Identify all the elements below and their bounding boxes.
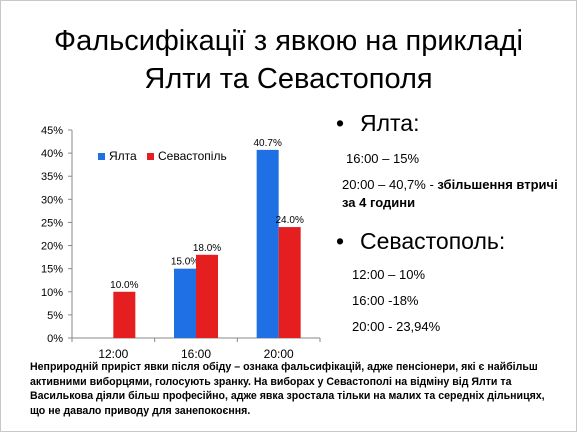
y-tick-label: 0% (47, 333, 63, 345)
y-tick-label: 40% (41, 148, 63, 160)
y-tick-label: 20% (41, 241, 63, 253)
y-tick-label: 45% (41, 125, 63, 137)
bar-sevastopol (113, 291, 136, 338)
y-tick-label: 15% (41, 264, 63, 276)
data-label: 24.0% (275, 215, 303, 226)
yalta-line-1: 16:00 – 15% (346, 151, 420, 166)
sevastopol-line-2: 16:00 -18% (352, 293, 419, 308)
yalta-line-2-bold: збільшення втричі за 4 години (342, 177, 558, 210)
yalta-line-2: 20:00 – 40,7% - збільшення втричі за 4 г… (332, 176, 572, 212)
turnout-bar-chart: 0% 5% 10% 15% 20% 25% 30% 35% 40% 45% 12:00 10.0% 16… (41, 125, 321, 361)
title-line-1: Фальсифікації з явкою на прикладі (54, 25, 523, 57)
data-label: 15.0% (171, 257, 199, 268)
bar-yalta (174, 268, 196, 338)
x-tick-label: 12:00 (98, 347, 128, 361)
legend-swatch (147, 153, 154, 160)
data-label: 40.7% (253, 138, 281, 149)
y-tick-label: 5% (47, 310, 63, 322)
legend-swatch (98, 153, 105, 160)
slide-title: Фальсифікації з явкою на прикладі Ялти т… (0, 22, 577, 98)
data-label: 18.0% (193, 243, 221, 254)
bar-sevastopol (196, 254, 218, 338)
x-tick-label: 20:00 (264, 347, 294, 361)
bullet-sevastopol-heading: Севастополь: (332, 228, 572, 254)
legend-label: Ялта (109, 149, 137, 163)
legend-label: Севастопіль (158, 149, 227, 163)
yalta-line-2-text: 20:00 – 40,7% - (342, 177, 438, 192)
bar-sevastopol (278, 227, 301, 338)
bullet-list: Ялта: 16:00 – 15% 20:00 – 40,7% - збільш… (332, 110, 572, 336)
x-tick-label: 16:00 (181, 347, 211, 361)
sevastopol-line-3: 20:00 - 23,94% (352, 319, 441, 334)
title-line-2: Ялти та Севастополя (144, 63, 433, 95)
sevastopol-line-1: 12:00 – 10% (352, 267, 426, 282)
bullet-yalta-heading: Ялта: (332, 110, 572, 136)
y-tick-label: 10% (41, 287, 63, 299)
data-label: 10.0% (110, 280, 138, 291)
y-tick-label: 25% (41, 217, 63, 229)
y-tick-label: 35% (41, 171, 63, 183)
y-tick-label: 30% (41, 194, 63, 206)
bar-yalta (256, 149, 279, 338)
footnote: Неприродній приріст явки після обіду – о… (30, 361, 545, 417)
